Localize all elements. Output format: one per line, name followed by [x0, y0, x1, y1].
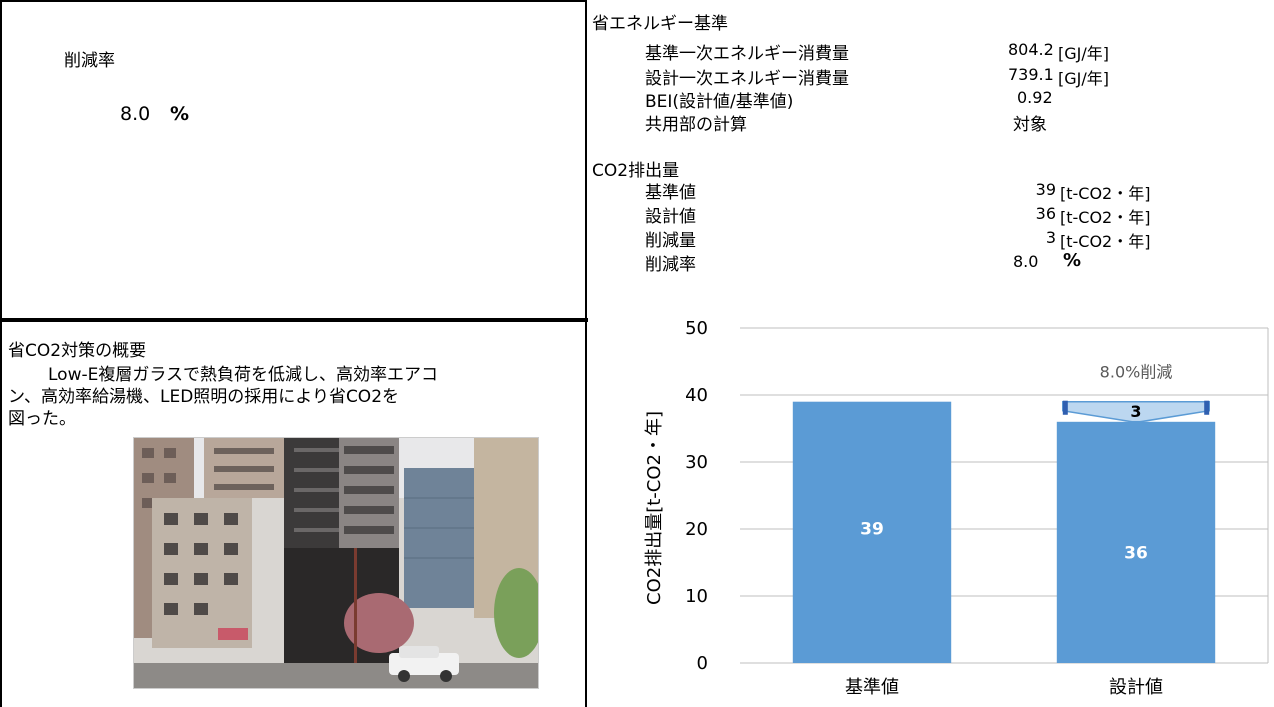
energy-row-unit: [GJ/年]: [1058, 44, 1109, 63]
co2-header: CO2排出量: [592, 161, 680, 181]
arrow-edge: [1062, 400, 1068, 415]
bar-value-label: 36: [1124, 543, 1148, 563]
border-top-left: [0, 0, 587, 2]
chart-y-axis-label: CO2排出量[t-CO2・年]: [644, 411, 665, 605]
arrow-edge: [1204, 400, 1210, 415]
bar: [792, 401, 952, 663]
co2-row-value: 8.0: [1013, 252, 1039, 271]
co2-row-value: 3: [1045, 228, 1056, 247]
reduction-text-label: 8.0%削減: [1100, 363, 1173, 382]
y-tick-label: 10: [685, 586, 708, 607]
reduction-rate-label: 削減率: [64, 51, 115, 71]
co2-row-unit: %: [1063, 250, 1082, 271]
border-divider-vertical: [585, 0, 587, 707]
reduction-rate-unit: %: [170, 103, 190, 125]
co2-row-label: 削減率: [645, 255, 696, 275]
energy-row-label: 基準一次エネルギー消費量: [645, 44, 849, 64]
chart-bars: 39 36: [792, 401, 1216, 663]
co2-row-value: 39: [1035, 180, 1056, 199]
chart-y-ticks: 0 10 20 30 40 50: [685, 318, 708, 674]
x-tick-label: 設計値: [1109, 677, 1163, 698]
y-tick-label: 30: [685, 452, 708, 473]
co2-row-unit: [t-CO2・年]: [1060, 184, 1151, 203]
energy-row-value: 804.2: [1008, 40, 1054, 59]
co2-row-value: 36: [1035, 204, 1056, 223]
co2-row-label: 削減量: [645, 231, 696, 251]
chart-x-ticks: 基準値 設計値: [845, 677, 1163, 698]
co2-row-label: 設計値: [645, 207, 696, 227]
energy-row-value: 0.92: [1017, 88, 1053, 107]
co2-row-label: 基準値: [645, 183, 696, 203]
energy-row-label: BEI(設計値/基準値): [645, 92, 794, 112]
chart-annotation: 3 8.0%削減: [1062, 363, 1210, 423]
energy-row-value: 対象: [1013, 115, 1047, 135]
y-tick-label: 40: [685, 385, 708, 406]
co2-row-unit: [t-CO2・年]: [1060, 232, 1151, 251]
x-tick-label: 基準値: [845, 677, 899, 698]
measures-header: 省CO2対策の概要: [8, 341, 147, 361]
energy-row-label: 共用部の計算: [645, 115, 747, 135]
bar: [1056, 421, 1216, 663]
reduction-amount-label: 3: [1130, 402, 1141, 421]
border-divider-vertical-thick: [584, 318, 588, 322]
y-tick-label: 50: [685, 318, 708, 339]
bar-value-label: 39: [860, 519, 884, 539]
y-tick-label: 0: [697, 653, 708, 674]
border-divider-horizontal: [0, 318, 587, 322]
building-photo: [133, 437, 539, 689]
energy-header: 省エネルギー基準: [592, 14, 728, 34]
energy-row-value: 739.1: [1008, 65, 1054, 84]
reduction-rate-value: 8.0: [120, 103, 151, 125]
measures-line: ン、高効率給湯機、LED照明の採用により省CO2を: [8, 387, 400, 407]
co2-row-unit: [t-CO2・年]: [1060, 208, 1151, 227]
y-tick-label: 20: [685, 519, 708, 540]
measures-line: Low-E複層ガラスで熱負荷を低減し、高効率エアコ: [48, 365, 439, 385]
border-left: [0, 0, 2, 707]
energy-row-label: 設計一次エネルギー消費量: [645, 69, 849, 89]
measures-line: 図った。: [8, 409, 76, 429]
energy-row-unit: [GJ/年]: [1058, 69, 1109, 88]
